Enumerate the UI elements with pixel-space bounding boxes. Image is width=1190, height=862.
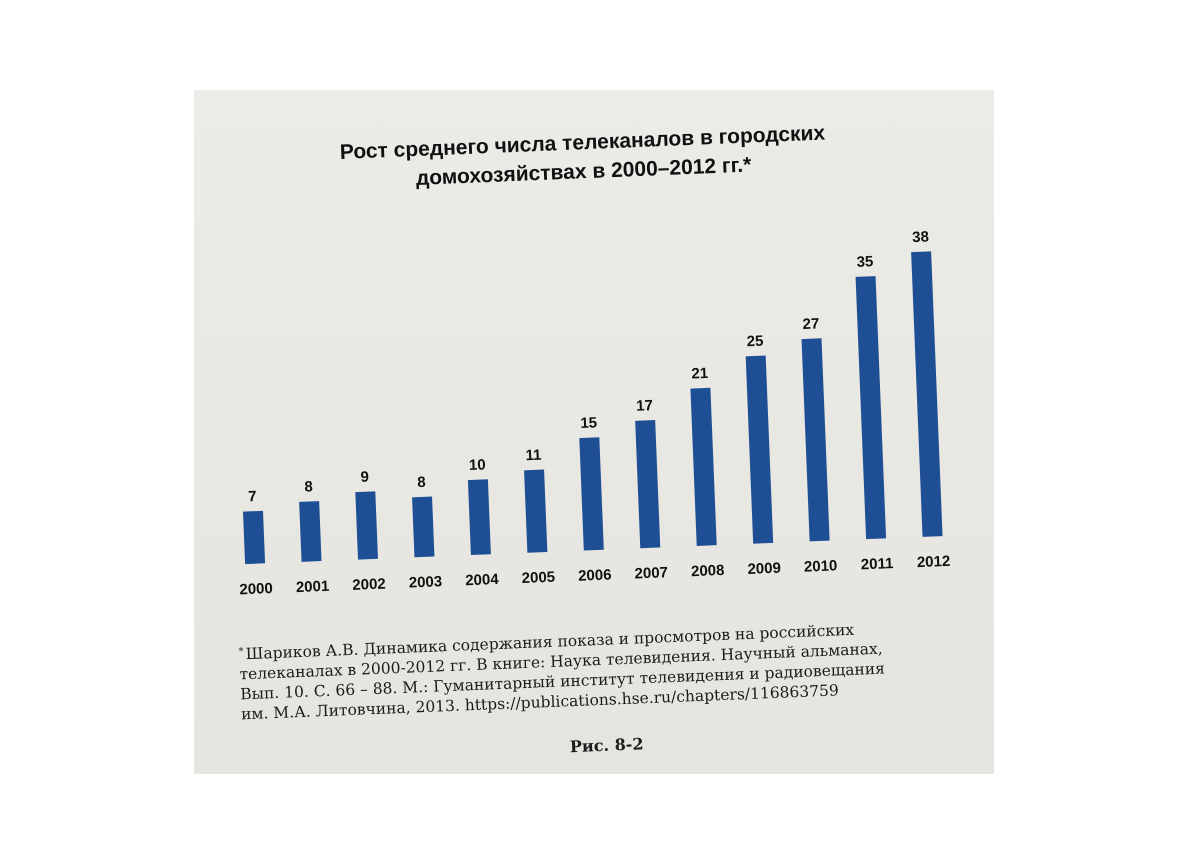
value-label-2008: 21 [691, 365, 708, 383]
year-label-2002: 2002 [352, 575, 386, 593]
value-label-2007: 17 [636, 397, 653, 415]
bar-2008 [690, 387, 717, 546]
bar-2004 [467, 479, 491, 556]
bar-2001 [299, 501, 322, 562]
bar-chart: 7 2000 8 2001 9 2002 8 2003 10 2004 11 2005 15 2006 17… [239, 228, 951, 598]
bar-2006 [579, 437, 604, 551]
year-label-2003: 2003 [408, 573, 442, 591]
bar-2011 [855, 276, 887, 540]
year-label-2011: 2011 [861, 555, 894, 573]
bar-2010 [801, 338, 830, 542]
value-label-2011: 35 [856, 253, 873, 271]
year-label-2012: 2012 [917, 553, 951, 571]
bar-2009 [745, 355, 774, 544]
bar-2012 [911, 251, 943, 537]
footnote-marker: * [238, 646, 244, 658]
bar-2003 [412, 496, 435, 558]
year-label-2000: 2000 [239, 580, 273, 598]
value-label-2000: 7 [248, 488, 257, 505]
value-label-2009: 25 [746, 333, 763, 351]
value-label-2012: 38 [912, 228, 929, 246]
value-label-2010: 27 [802, 315, 819, 333]
year-label-2004: 2004 [465, 571, 500, 589]
bar-2007 [635, 420, 661, 549]
year-label-2009: 2009 [747, 560, 781, 578]
footnote: *Шариков А.В. Динамика содержания показа… [238, 614, 961, 725]
value-label-2005: 11 [525, 447, 542, 465]
value-label-2004: 10 [469, 456, 486, 474]
year-label-2005: 2005 [521, 569, 555, 587]
bar-2005 [524, 469, 548, 553]
value-label-2002: 9 [360, 469, 369, 486]
bar-2000 [242, 510, 266, 565]
year-label-2007: 2007 [634, 564, 668, 582]
value-label-2003: 8 [417, 474, 426, 491]
figure-label: Рис. 8-2 [569, 734, 644, 757]
bar-2002 [355, 491, 378, 560]
book-page: Рост среднего числа телеканалов в городс… [194, 90, 994, 774]
year-label-2008: 2008 [691, 562, 725, 580]
value-label-2001: 8 [304, 478, 313, 495]
year-label-2010: 2010 [804, 557, 838, 575]
value-label-2006: 15 [580, 414, 597, 432]
year-label-2001: 2001 [296, 578, 330, 596]
page-content: Рост среднего числа телеканалов в городс… [194, 90, 994, 774]
year-label-2006: 2006 [578, 566, 612, 584]
